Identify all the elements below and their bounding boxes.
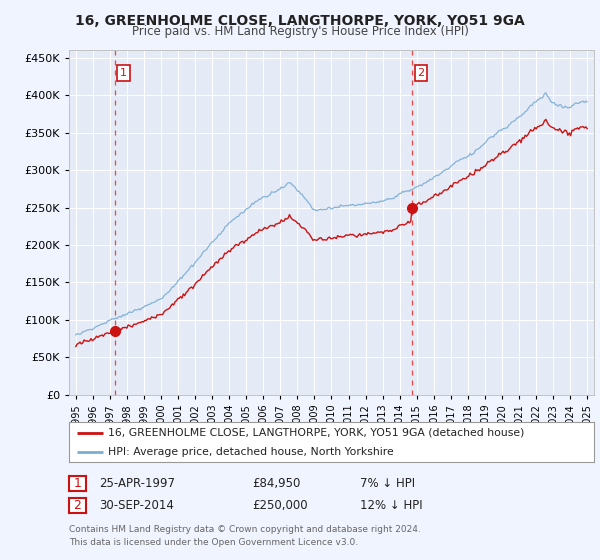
Text: 2: 2 xyxy=(418,68,425,78)
Text: 1: 1 xyxy=(73,477,82,490)
Text: 25-APR-1997: 25-APR-1997 xyxy=(99,477,175,490)
Text: £250,000: £250,000 xyxy=(252,499,308,512)
Text: Price paid vs. HM Land Registry's House Price Index (HPI): Price paid vs. HM Land Registry's House … xyxy=(131,25,469,38)
Text: £84,950: £84,950 xyxy=(252,477,301,490)
Text: HPI: Average price, detached house, North Yorkshire: HPI: Average price, detached house, Nort… xyxy=(109,446,394,456)
Text: 16, GREENHOLME CLOSE, LANGTHORPE, YORK, YO51 9GA: 16, GREENHOLME CLOSE, LANGTHORPE, YORK, … xyxy=(75,14,525,28)
Text: 30-SEP-2014: 30-SEP-2014 xyxy=(99,499,174,512)
Text: 12% ↓ HPI: 12% ↓ HPI xyxy=(360,499,422,512)
Text: 16, GREENHOLME CLOSE, LANGTHORPE, YORK, YO51 9GA (detached house): 16, GREENHOLME CLOSE, LANGTHORPE, YORK, … xyxy=(109,428,525,438)
Text: 1: 1 xyxy=(120,68,127,78)
Text: 2: 2 xyxy=(73,499,82,512)
Text: Contains HM Land Registry data © Crown copyright and database right 2024.
This d: Contains HM Land Registry data © Crown c… xyxy=(69,525,421,547)
Text: 7% ↓ HPI: 7% ↓ HPI xyxy=(360,477,415,490)
